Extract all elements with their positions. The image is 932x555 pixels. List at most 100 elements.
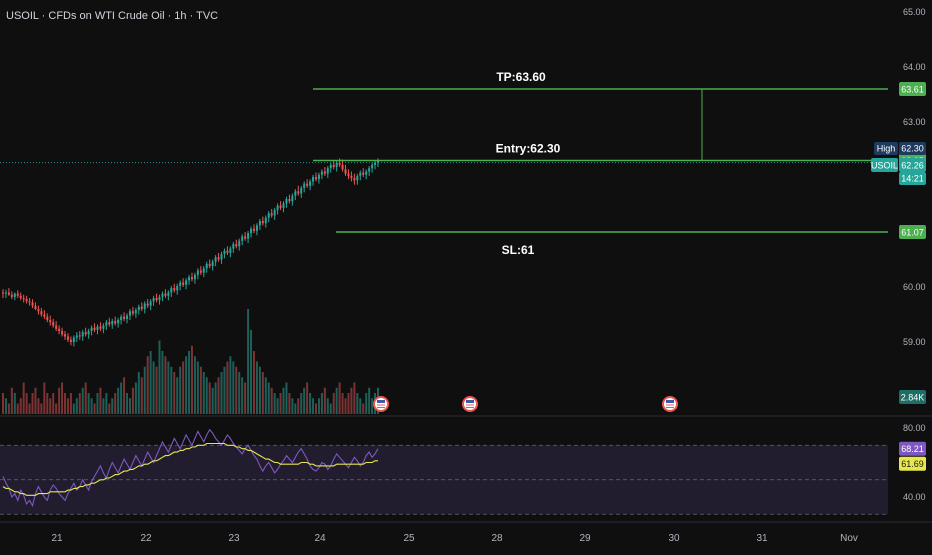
candle-body[interactable]	[303, 183, 306, 188]
candle-body[interactable]	[134, 310, 137, 314]
candle-body[interactable]	[344, 169, 347, 174]
candle-body[interactable]	[78, 335, 81, 337]
candle-body[interactable]	[105, 322, 108, 326]
candle-body[interactable]	[297, 191, 300, 194]
candle-body[interactable]	[374, 162, 377, 165]
candle-body[interactable]	[326, 168, 329, 174]
candle-body[interactable]	[66, 336, 69, 340]
candle-body[interactable]	[120, 316, 123, 320]
candle-body[interactable]	[226, 250, 229, 253]
candle-body[interactable]	[332, 164, 335, 168]
candle-body[interactable]	[252, 228, 255, 231]
candle-body[interactable]	[279, 205, 282, 208]
candle-body[interactable]	[208, 263, 211, 267]
candle-body[interactable]	[362, 172, 365, 175]
candle-body[interactable]	[317, 174, 320, 180]
candle-body[interactable]	[250, 228, 253, 234]
candle-body[interactable]	[22, 298, 25, 300]
candle-body[interactable]	[323, 171, 326, 174]
candle-body[interactable]	[255, 225, 258, 231]
candle-body[interactable]	[196, 270, 199, 275]
candle-body[interactable]	[320, 171, 323, 175]
candle-body[interactable]	[276, 205, 279, 210]
candle-body[interactable]	[170, 288, 173, 293]
candle-body[interactable]	[193, 274, 196, 280]
candle-body[interactable]	[13, 293, 16, 297]
candle-body[interactable]	[81, 332, 84, 337]
candle-body[interactable]	[96, 326, 99, 330]
event-marker-24[interactable]	[373, 396, 389, 412]
candle-body[interactable]	[46, 316, 49, 320]
candle-body[interactable]	[235, 244, 238, 247]
candle-body[interactable]	[377, 160, 379, 163]
candle-body[interactable]	[149, 301, 152, 306]
candle-body[interactable]	[2, 292, 4, 294]
candle-body[interactable]	[173, 288, 176, 291]
candle-body[interactable]	[179, 282, 182, 286]
candle-body[interactable]	[75, 335, 78, 338]
candle-body[interactable]	[126, 315, 129, 319]
event-marker-30[interactable]	[662, 396, 678, 412]
candle-body[interactable]	[244, 236, 247, 239]
candle-body[interactable]	[28, 301, 31, 303]
candle-body[interactable]	[238, 240, 241, 247]
candle-body[interactable]	[117, 320, 120, 324]
candle-body[interactable]	[58, 328, 61, 331]
candle-body[interactable]	[199, 270, 202, 273]
candle-body[interactable]	[155, 298, 158, 301]
candle-body[interactable]	[55, 325, 58, 329]
candle-body[interactable]	[214, 257, 217, 262]
candle-body[interactable]	[314, 177, 317, 180]
candle-body[interactable]	[264, 217, 267, 224]
candle-body[interactable]	[350, 175, 353, 179]
candle-body[interactable]	[143, 303, 146, 310]
candle-body[interactable]	[40, 311, 43, 315]
candle-body[interactable]	[146, 303, 149, 306]
candle-body[interactable]	[309, 181, 312, 186]
candle-body[interactable]	[223, 250, 226, 254]
candle-body[interactable]	[111, 321, 114, 325]
candle-body[interactable]	[102, 325, 105, 329]
candle-body[interactable]	[294, 191, 297, 196]
candle-body[interactable]	[87, 331, 90, 335]
candle-body[interactable]	[185, 280, 188, 285]
candle-body[interactable]	[49, 320, 52, 323]
candle-body[interactable]	[90, 327, 93, 331]
candle-body[interactable]	[164, 293, 167, 296]
candle-body[interactable]	[140, 306, 143, 309]
candle-body[interactable]	[285, 199, 288, 204]
candle-body[interactable]	[19, 295, 22, 298]
candle-body[interactable]	[114, 321, 117, 324]
candle-body[interactable]	[190, 277, 193, 280]
candle-body[interactable]	[306, 183, 309, 186]
candle-body[interactable]	[229, 248, 232, 253]
candle-body[interactable]	[31, 302, 34, 306]
candle-body[interactable]	[270, 213, 273, 216]
candle-body[interactable]	[329, 164, 332, 169]
candle-body[interactable]	[69, 339, 72, 342]
candle-body[interactable]	[7, 292, 10, 295]
candle-body[interactable]	[52, 322, 55, 326]
candle-body[interactable]	[72, 337, 75, 342]
candle-body[interactable]	[335, 162, 338, 168]
candle-body[interactable]	[182, 282, 185, 285]
candle-body[interactable]	[167, 292, 170, 296]
candle-body[interactable]	[64, 334, 67, 337]
candle-body[interactable]	[161, 293, 164, 297]
candle-body[interactable]	[137, 306, 140, 311]
candle-body[interactable]	[152, 298, 155, 302]
candle-body[interactable]	[368, 168, 371, 172]
candle-body[interactable]	[202, 268, 205, 273]
candle-body[interactable]	[128, 311, 131, 316]
candle-body[interactable]	[267, 213, 270, 218]
candle-body[interactable]	[347, 173, 350, 176]
candle-body[interactable]	[4, 292, 7, 294]
candle-body[interactable]	[10, 294, 13, 297]
candle-body[interactable]	[247, 233, 250, 239]
candle-body[interactable]	[365, 171, 368, 175]
candle-body[interactable]	[356, 175, 359, 181]
candle-body[interactable]	[34, 305, 37, 309]
candle-body[interactable]	[341, 164, 344, 170]
candle-body[interactable]	[288, 199, 291, 202]
